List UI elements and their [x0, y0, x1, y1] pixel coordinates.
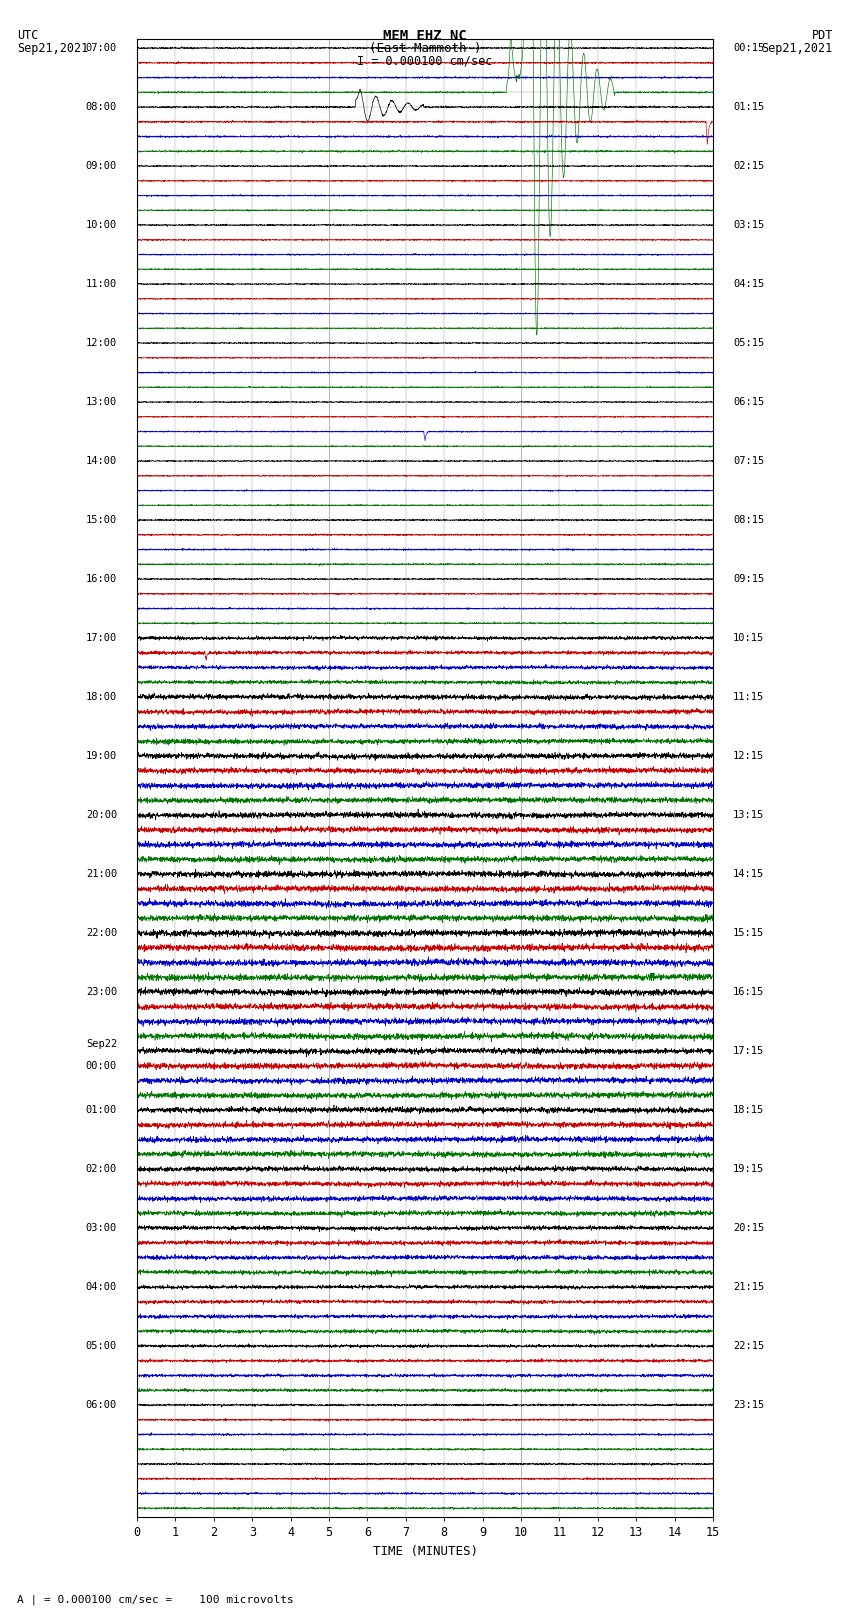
Text: 04:15: 04:15 — [733, 279, 764, 289]
Text: 23:15: 23:15 — [733, 1400, 764, 1410]
Text: 05:15: 05:15 — [733, 339, 764, 348]
Text: 20:15: 20:15 — [733, 1223, 764, 1232]
Text: 06:00: 06:00 — [86, 1400, 117, 1410]
Text: (East Mammoth ): (East Mammoth ) — [369, 42, 481, 55]
Text: 17:15: 17:15 — [733, 1045, 764, 1057]
Text: 21:00: 21:00 — [86, 869, 117, 879]
Text: 18:00: 18:00 — [86, 692, 117, 702]
Text: 14:15: 14:15 — [733, 869, 764, 879]
Text: 10:15: 10:15 — [733, 632, 764, 644]
Text: 10:00: 10:00 — [86, 219, 117, 231]
Text: 05:00: 05:00 — [86, 1340, 117, 1352]
Text: 15:15: 15:15 — [733, 927, 764, 939]
Text: 12:00: 12:00 — [86, 339, 117, 348]
Text: I = 0.000100 cm/sec: I = 0.000100 cm/sec — [357, 55, 493, 68]
Text: 00:15: 00:15 — [733, 44, 764, 53]
Text: 15:00: 15:00 — [86, 515, 117, 524]
Text: 07:00: 07:00 — [86, 44, 117, 53]
Text: 09:15: 09:15 — [733, 574, 764, 584]
Text: 22:00: 22:00 — [86, 927, 117, 939]
Text: 23:00: 23:00 — [86, 987, 117, 997]
Text: A | = 0.000100 cm/sec =    100 microvolts: A | = 0.000100 cm/sec = 100 microvolts — [17, 1594, 294, 1605]
Text: 22:15: 22:15 — [733, 1340, 764, 1352]
X-axis label: TIME (MINUTES): TIME (MINUTES) — [372, 1545, 478, 1558]
Text: 14:00: 14:00 — [86, 456, 117, 466]
Text: 01:15: 01:15 — [733, 102, 764, 111]
Text: 00:00: 00:00 — [86, 1061, 117, 1071]
Text: 09:00: 09:00 — [86, 161, 117, 171]
Text: 13:15: 13:15 — [733, 810, 764, 819]
Text: MEM EHZ NC: MEM EHZ NC — [383, 29, 467, 44]
Text: 17:00: 17:00 — [86, 632, 117, 644]
Text: 19:00: 19:00 — [86, 752, 117, 761]
Text: 11:15: 11:15 — [733, 692, 764, 702]
Text: UTC: UTC — [17, 29, 38, 42]
Text: 12:15: 12:15 — [733, 752, 764, 761]
Text: 16:00: 16:00 — [86, 574, 117, 584]
Text: 08:00: 08:00 — [86, 102, 117, 111]
Text: 04:00: 04:00 — [86, 1282, 117, 1292]
Text: 08:15: 08:15 — [733, 515, 764, 524]
Text: Sep21,2021: Sep21,2021 — [17, 42, 88, 55]
Text: 03:15: 03:15 — [733, 219, 764, 231]
Text: Sep21,2021: Sep21,2021 — [762, 42, 833, 55]
Text: Sep22: Sep22 — [86, 1039, 117, 1048]
Text: 07:15: 07:15 — [733, 456, 764, 466]
Text: 02:15: 02:15 — [733, 161, 764, 171]
Text: 01:00: 01:00 — [86, 1105, 117, 1115]
Text: 13:00: 13:00 — [86, 397, 117, 406]
Text: 19:15: 19:15 — [733, 1165, 764, 1174]
Text: 16:15: 16:15 — [733, 987, 764, 997]
Text: 03:00: 03:00 — [86, 1223, 117, 1232]
Text: 20:00: 20:00 — [86, 810, 117, 819]
Text: 02:00: 02:00 — [86, 1165, 117, 1174]
Text: PDT: PDT — [812, 29, 833, 42]
Text: 18:15: 18:15 — [733, 1105, 764, 1115]
Text: 11:00: 11:00 — [86, 279, 117, 289]
Text: 06:15: 06:15 — [733, 397, 764, 406]
Text: 21:15: 21:15 — [733, 1282, 764, 1292]
